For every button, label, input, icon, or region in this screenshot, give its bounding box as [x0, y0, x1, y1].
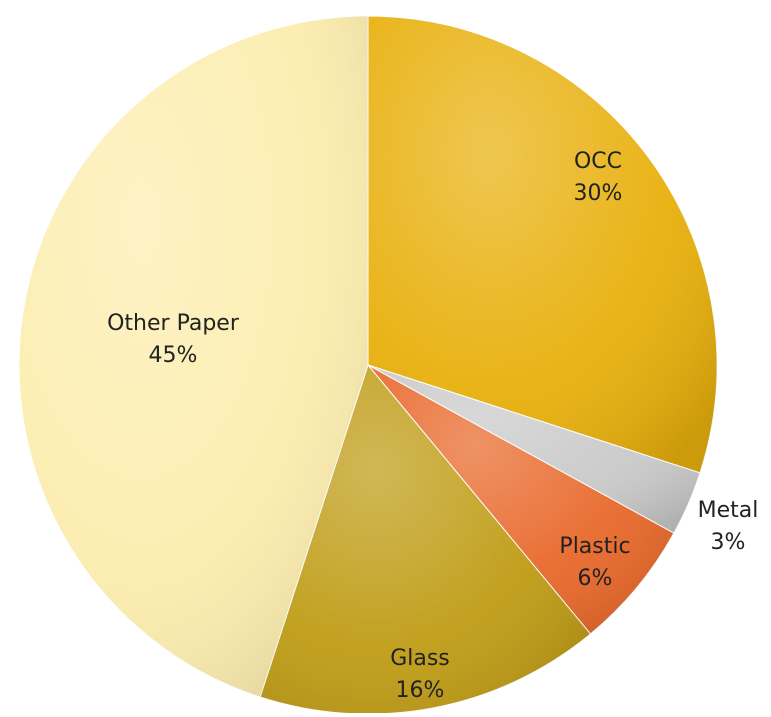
pie-label-value: 16% [396, 678, 445, 703]
pie-label-name: Other Paper [107, 311, 240, 336]
pie-label-value: 45% [149, 343, 198, 368]
pie-label-value: 30% [574, 181, 623, 206]
pie-label-glass: Glass 16% [390, 646, 450, 703]
pie-label-metal: Metal 3% [698, 498, 759, 555]
pie-label-value: 3% [711, 530, 746, 555]
pie-label-other-paper: Other Paper 45% [107, 311, 240, 368]
pie-label-name: Metal [698, 498, 759, 523]
pie-label-occ: OCC 30% [574, 149, 623, 206]
pie-label-plastic: Plastic 6% [559, 534, 630, 591]
pie-label-name: Glass [390, 646, 450, 671]
pie-label-name: Plastic [559, 534, 630, 559]
pie-label-name: OCC [574, 149, 622, 174]
pie-label-value: 6% [578, 566, 613, 591]
pie-slices [18, 15, 718, 715]
pie-labels: OCC 30% Metal 3% Plastic 6% Glass 16% Other Pape… [107, 149, 758, 703]
